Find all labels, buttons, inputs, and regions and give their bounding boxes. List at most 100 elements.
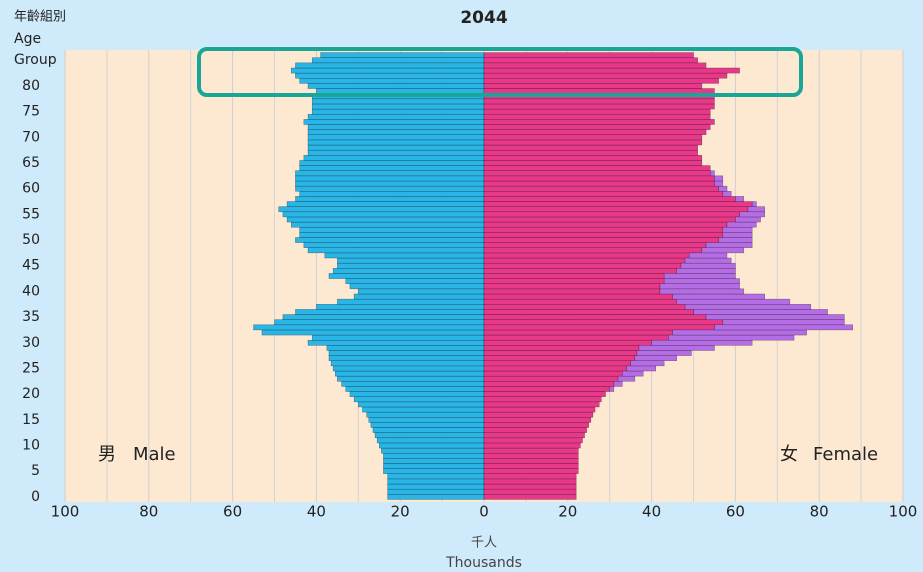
bar [483,72,728,79]
bar [483,196,736,202]
bar [483,478,577,485]
bar [295,180,485,187]
y-axis-label: 年齡組別 [14,10,66,25]
bar [483,52,694,58]
bar [307,149,485,156]
bar [684,304,812,310]
bar [483,201,753,207]
x-tick-label: 40 [642,503,661,521]
bar [349,391,485,397]
bar [634,355,677,362]
y-tick-label: 35 [22,309,40,325]
bar [311,334,485,341]
bar [341,381,485,387]
bar [626,365,657,372]
bar [295,196,485,202]
bar [328,273,485,279]
x-tick-label: 60 [223,503,242,521]
bar [353,396,485,403]
bar [381,447,485,454]
x-tick-label: 100 [51,503,80,521]
y-tick-label: 50 [22,232,40,248]
bar [483,447,579,454]
bar [483,370,623,377]
bar [337,375,485,382]
bar [483,458,579,464]
bar [303,155,485,161]
y-tick-label: 10 [22,438,40,454]
bar [483,232,724,238]
bar [295,175,485,182]
bar [483,88,715,94]
y-tick-label: 30 [22,335,40,351]
bar [483,67,740,74]
y-axis-label: Age [14,31,41,47]
bar [349,283,485,290]
bar [332,365,485,372]
y-tick-label: 25 [22,360,40,376]
bar [659,283,740,290]
bar [483,206,749,213]
bar [383,463,485,469]
y-tick-label: 65 [22,155,40,171]
bar [299,226,485,233]
bar [668,334,795,341]
bar [483,375,619,382]
bar [483,273,665,279]
bar [483,406,596,413]
bar [483,57,698,64]
bar [483,488,577,495]
bar [705,242,753,248]
bar [374,432,485,439]
bar [701,247,745,254]
bar [387,478,485,485]
bar [747,206,765,213]
bar [483,124,711,130]
bar [483,226,724,233]
bar [483,314,707,320]
bar [307,124,485,130]
bar [362,406,485,413]
bar [483,211,740,218]
x-tick-label: 20 [391,503,410,521]
bar [751,201,757,207]
bar [483,386,610,392]
bar [714,324,853,331]
bar [299,232,485,238]
y-tick-label: 20 [22,386,40,402]
bar [311,57,485,64]
bar [676,268,736,274]
bar [370,422,485,428]
y-axis-label: Group [14,52,57,68]
bar [659,288,745,295]
bar [483,324,715,331]
bar [335,370,485,377]
bar [286,201,485,207]
y-tick-label: 60 [22,181,40,197]
bar [324,252,485,259]
bar [337,257,485,264]
bar [299,160,485,166]
bar [483,427,587,433]
bar [676,298,791,305]
bar [483,391,606,397]
bar [483,350,638,356]
bar [483,62,707,69]
bar [483,463,579,469]
bar [353,293,485,300]
bar [337,298,485,305]
bar [684,257,732,264]
bar [307,339,485,346]
bar [483,129,707,135]
bar [630,360,665,367]
bar [483,216,736,223]
bar [483,417,592,423]
bar [672,293,765,300]
bar [483,103,715,110]
x-tick-label: 80 [139,503,158,521]
bar [307,144,485,151]
bar [358,401,485,408]
bar [722,319,845,326]
bar [483,329,673,336]
bar [295,72,485,79]
